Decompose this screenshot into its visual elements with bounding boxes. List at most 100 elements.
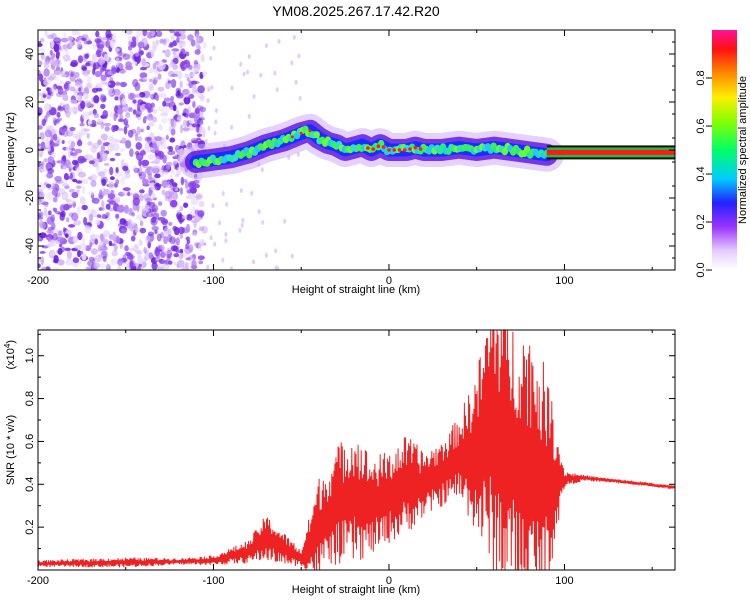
noise-blob [107, 80, 116, 88]
noise-blob [171, 48, 180, 52]
colorbar-tick-label: 0.6 [695, 118, 707, 133]
noise-blob [135, 108, 142, 118]
noise-blob [134, 132, 139, 142]
noise-blob [90, 179, 97, 188]
noise-blob [239, 188, 243, 194]
noise-blob [85, 266, 94, 270]
noise-blob [155, 39, 160, 45]
noise-blob [97, 57, 106, 66]
noise-blob [97, 171, 106, 177]
noise-blob [174, 187, 179, 192]
x-tick-label: -100 [202, 575, 224, 587]
noise-blob [197, 210, 205, 218]
noise-blob [78, 171, 87, 178]
noise-blob [69, 172, 73, 180]
noise-blob [129, 148, 134, 158]
noise-blob [130, 235, 136, 242]
noise-blob [38, 143, 41, 147]
noise-blob [183, 64, 189, 69]
noise-blob [164, 49, 171, 58]
noise-blob [38, 263, 41, 269]
noise-blob [84, 225, 92, 234]
noise-blob [79, 122, 85, 127]
noise-blob [99, 233, 104, 242]
noise-blob [38, 107, 43, 116]
noise-blob [214, 108, 218, 114]
noise-blob [117, 258, 123, 266]
noise-blob [100, 133, 108, 141]
ridge-peak [392, 148, 397, 152]
noise-blob [277, 39, 281, 44]
noise-blob [154, 173, 161, 179]
noise-blob [57, 259, 65, 266]
snr-xlabel: Height of straight line (km) [292, 584, 420, 596]
noise-blob [79, 84, 83, 92]
noise-blob [45, 162, 54, 171]
noise-blob [39, 250, 46, 254]
noise-blob [145, 235, 151, 244]
noise-blob [110, 258, 118, 266]
noise-blob [51, 188, 58, 196]
noise-blob [48, 240, 57, 247]
noise-blob [178, 254, 184, 260]
noise-blob [92, 42, 97, 50]
noise-blob [230, 266, 233, 270]
noise-blob [142, 178, 149, 186]
noise-blob [113, 138, 120, 143]
noise-blob [115, 167, 119, 174]
noise-blob [297, 53, 301, 59]
noise-blob [201, 131, 206, 138]
noise-blob [191, 259, 197, 269]
noise-blob [107, 193, 116, 200]
noise-blob [176, 116, 183, 121]
noise-blob [125, 173, 131, 179]
noise-blob [121, 137, 127, 144]
noise-blob [94, 70, 103, 77]
noise-blob [114, 96, 119, 101]
noise-blob [45, 137, 50, 144]
noise-blob [157, 266, 164, 270]
noise-blob [118, 118, 124, 123]
x-tick-label: -100 [202, 275, 224, 287]
noise-blob [150, 50, 155, 58]
noise-blob [167, 150, 176, 156]
noise-blob [179, 80, 183, 89]
noise-blob [264, 252, 268, 258]
noise-blob [169, 137, 176, 143]
colorbar-ticks: 0.0 0.2 0.4 0.6 0.8 [695, 70, 712, 278]
noise-blob [167, 229, 172, 234]
noise-blob [70, 61, 78, 68]
noise-blob [84, 153, 91, 160]
noise-blob [151, 192, 156, 199]
noise-blob [44, 202, 49, 208]
noise-blob [161, 144, 167, 150]
noise-blob [108, 181, 115, 189]
noise-blob [290, 253, 294, 259]
noise-blob [169, 42, 174, 48]
noise-blob [51, 182, 56, 188]
noise-blob [132, 61, 138, 65]
noise-blob [59, 80, 65, 85]
noise-blob [134, 225, 139, 234]
noise-blob [41, 118, 46, 127]
noise-blob [161, 189, 166, 196]
noise-blob [163, 38, 167, 46]
noise-blob [176, 109, 179, 115]
noise-blob [69, 126, 76, 132]
noise-blob [199, 117, 205, 121]
colorbar: 0.0 0.2 0.4 0.6 0.8 Normalized spectral ampl… [695, 30, 749, 278]
noise-blob [40, 51, 45, 60]
noise-blob [154, 70, 160, 76]
noise-blob [112, 231, 116, 239]
noise-blob [60, 179, 68, 185]
noise-blob [138, 172, 142, 177]
noise-blob [87, 141, 93, 146]
noise-blob [127, 92, 135, 100]
noise-blob [200, 54, 205, 63]
noise-blob [190, 206, 197, 216]
noise-blob [196, 133, 202, 137]
noise-blob [169, 236, 176, 244]
noise-blob [171, 182, 178, 187]
noise-blob [294, 79, 298, 85]
noise-blob [182, 119, 188, 128]
